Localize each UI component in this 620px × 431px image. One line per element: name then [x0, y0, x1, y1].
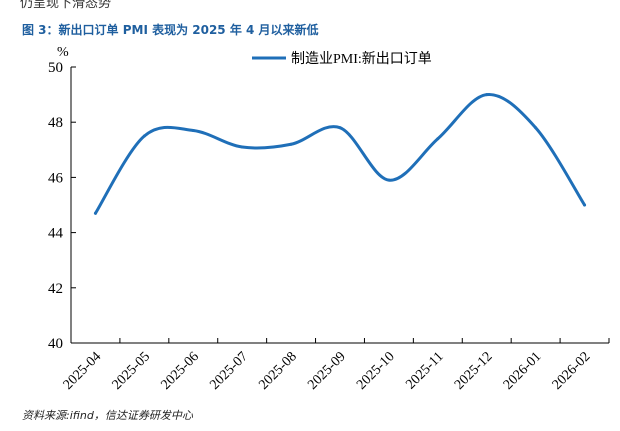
data-point [436, 137, 440, 141]
data-point [583, 203, 587, 207]
y-axis-unit-label: % [57, 45, 69, 60]
x-tick-label: 2025-08 [256, 349, 300, 393]
chart-legend: 制造业PMI:新出口订单 [252, 51, 432, 67]
x-tick-label: 2025-12 [452, 349, 496, 393]
x-tick-label: 2026-01 [501, 349, 545, 393]
series-line [93, 93, 587, 215]
x-tick-label: 2025-06 [158, 349, 202, 393]
x-tick-label: 2025-09 [305, 349, 349, 393]
data-point [191, 128, 195, 132]
x-tick-label: 2025-11 [403, 349, 446, 392]
source-note: 资料来源:ifind，信达证券研发中心 [22, 409, 193, 422]
page-top-text: 仍呈现下滑态势 [20, 0, 112, 11]
x-tick-label: 2025-05 [110, 349, 154, 393]
data-point [289, 142, 293, 146]
x-tick-label: 2026-02 [550, 349, 594, 393]
y-tick-label: 50 [48, 60, 63, 76]
y-ticks: 40 42 44 46 48 50 [48, 60, 76, 352]
data-point [338, 126, 342, 130]
y-tick-label: 46 [48, 170, 64, 186]
y-tick-label: 48 [48, 115, 63, 131]
x-tick-label: 2025-07 [207, 349, 251, 393]
x-tick-label: 2025-10 [354, 349, 398, 393]
figure-title: 图 3：新出口订单 PMI 表现为 2025 年 4 月以来新低 [22, 23, 319, 37]
series-layer [93, 93, 587, 215]
y-tick-label: 40 [48, 336, 63, 352]
data-point [534, 126, 538, 130]
y-tick-label: 42 [48, 281, 63, 297]
data-point [93, 211, 97, 215]
data-point [387, 178, 391, 182]
chart-axes [70, 67, 609, 344]
x-tick-label: 2025-04 [61, 349, 105, 393]
data-point [142, 134, 146, 138]
data-point [240, 145, 244, 149]
data-point [485, 93, 489, 97]
x-ticks: 2025-04 2025-05 2025-06 2025-07 2025-08 2025-… [61, 338, 610, 393]
y-tick-label: 44 [48, 226, 64, 242]
legend-label: 制造业PMI:新出口订单 [291, 51, 432, 67]
